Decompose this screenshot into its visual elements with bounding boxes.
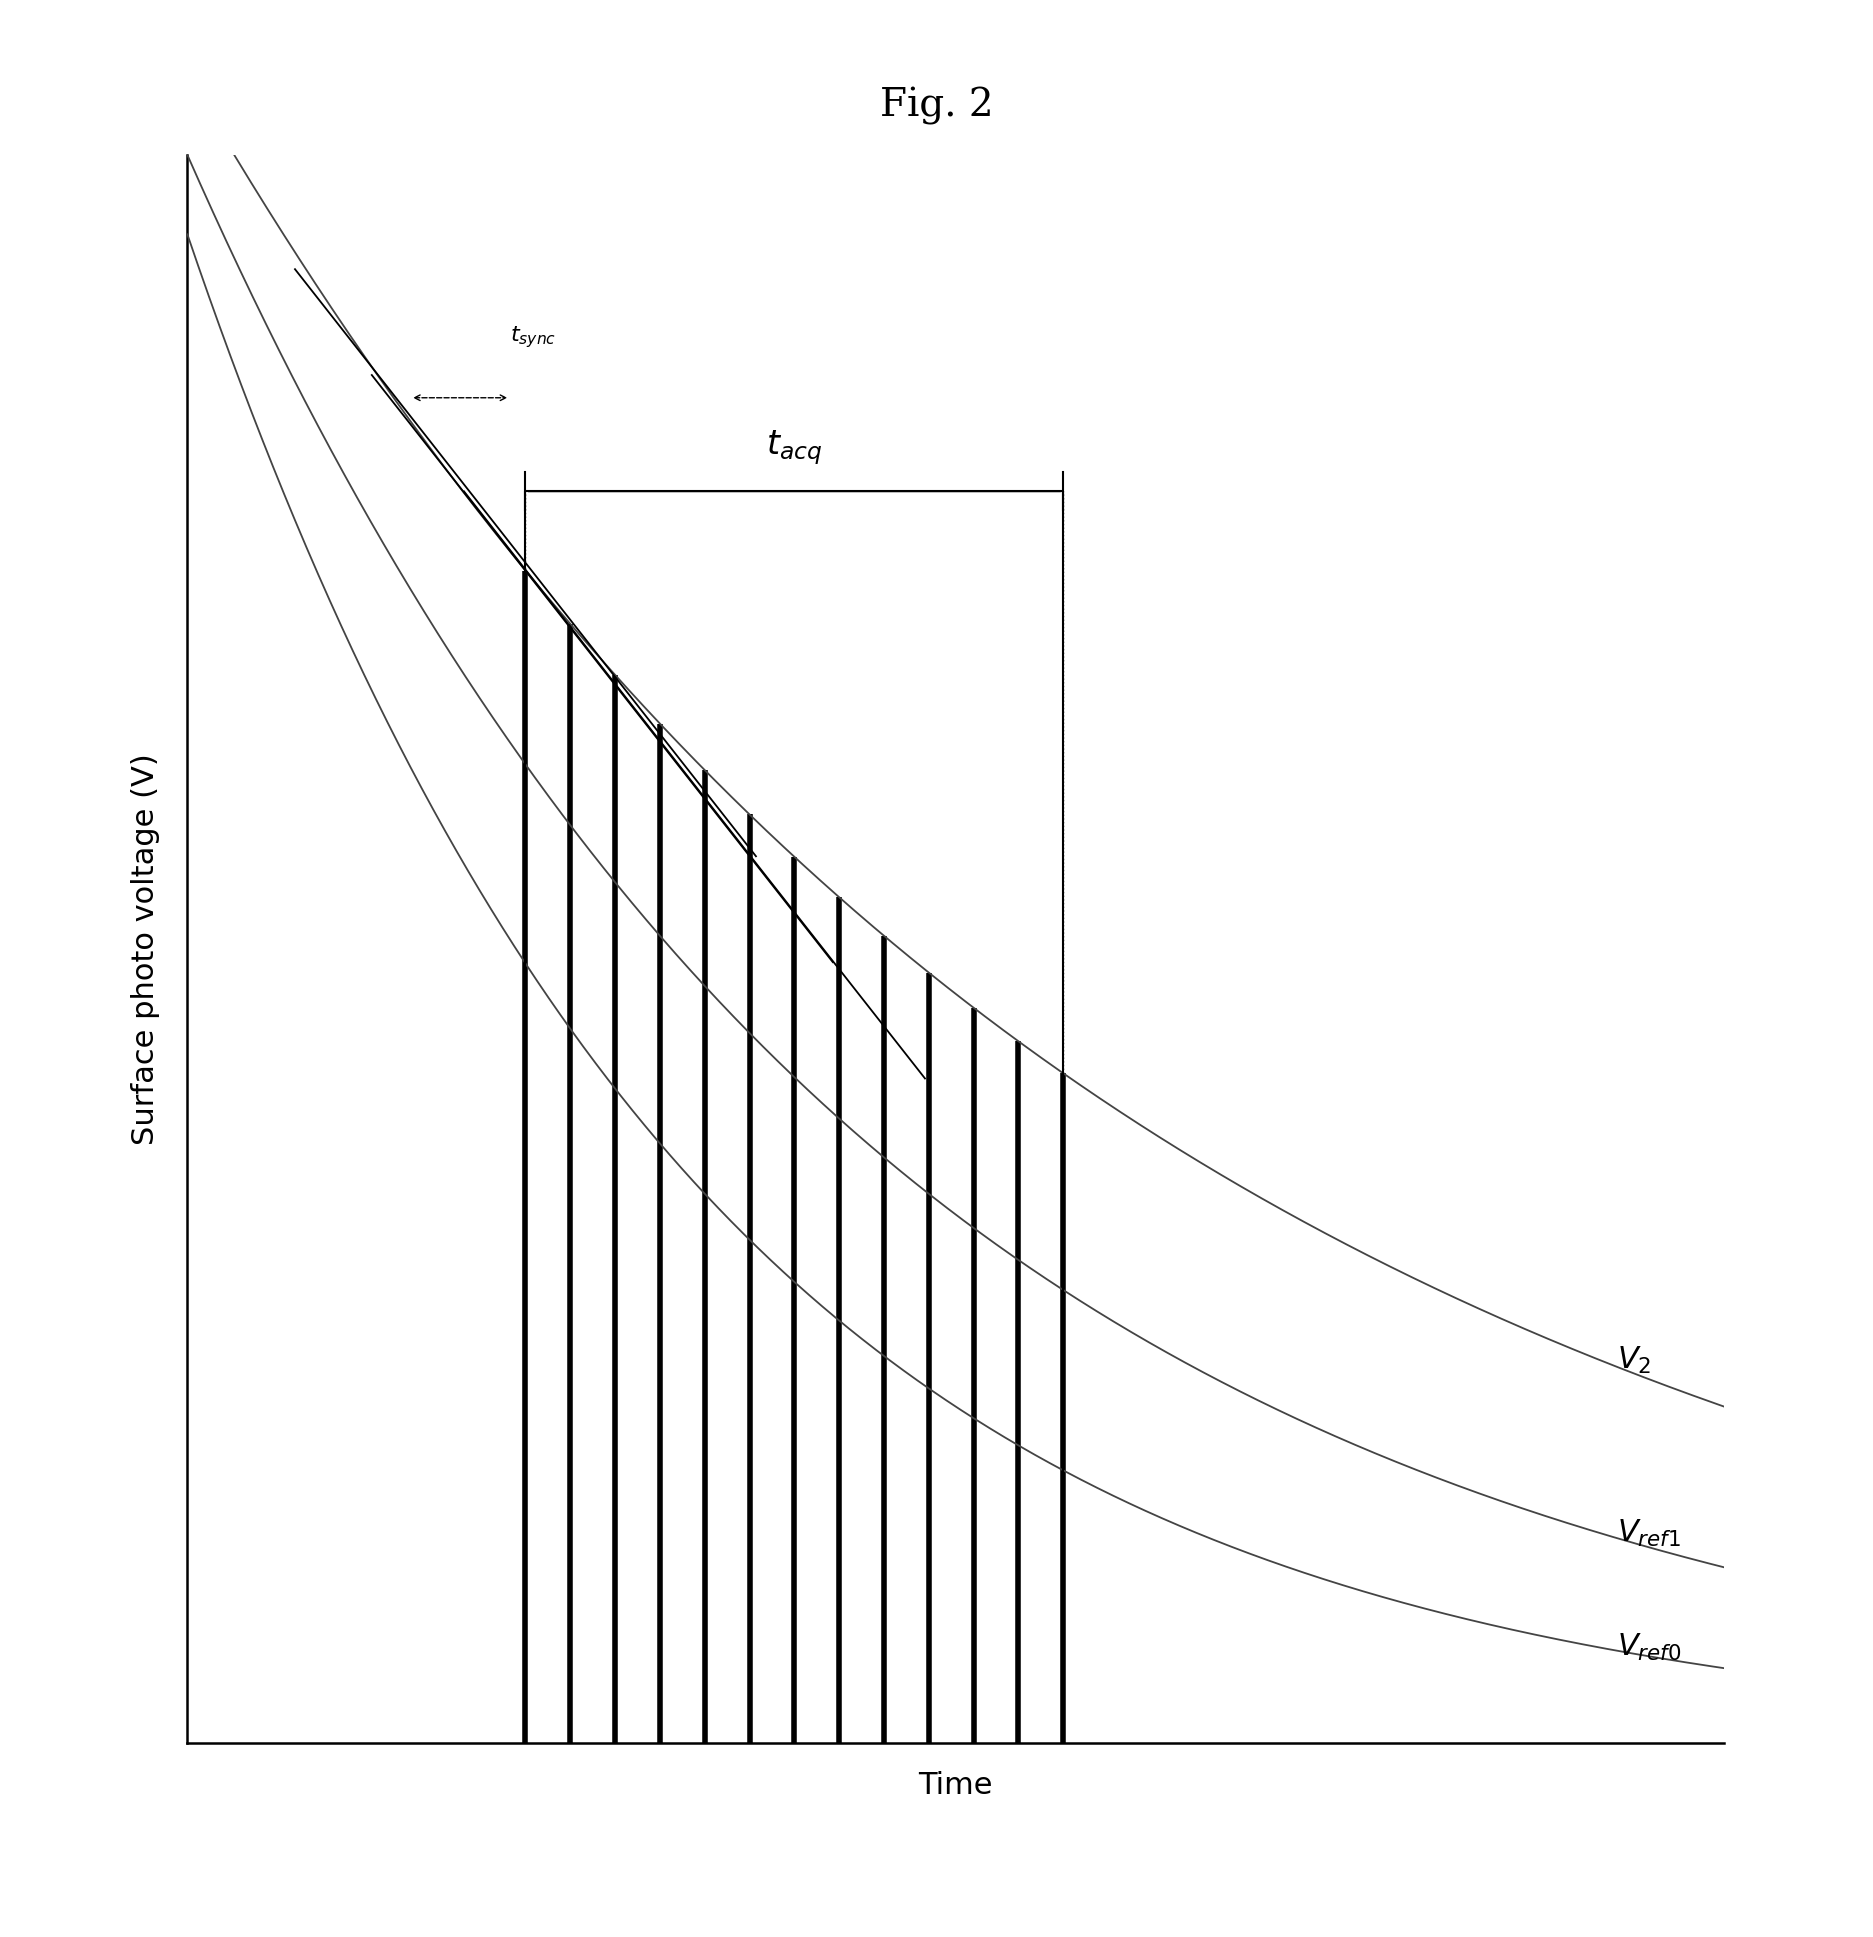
Text: $V_2$: $V_2$ [1616, 1344, 1650, 1375]
Text: $t_{acq}$: $t_{acq}$ [766, 428, 822, 467]
Y-axis label: Surface photo voltage (V): Surface photo voltage (V) [131, 753, 159, 1145]
X-axis label: Time: Time [918, 1770, 993, 1799]
Text: $t_{sync}$: $t_{sync}$ [509, 323, 556, 351]
Text: $V_{ref0}$: $V_{ref0}$ [1616, 1633, 1680, 1664]
Text: $V_{ref1}$: $V_{ref1}$ [1616, 1519, 1680, 1550]
Text: Fig. 2: Fig. 2 [880, 87, 993, 126]
